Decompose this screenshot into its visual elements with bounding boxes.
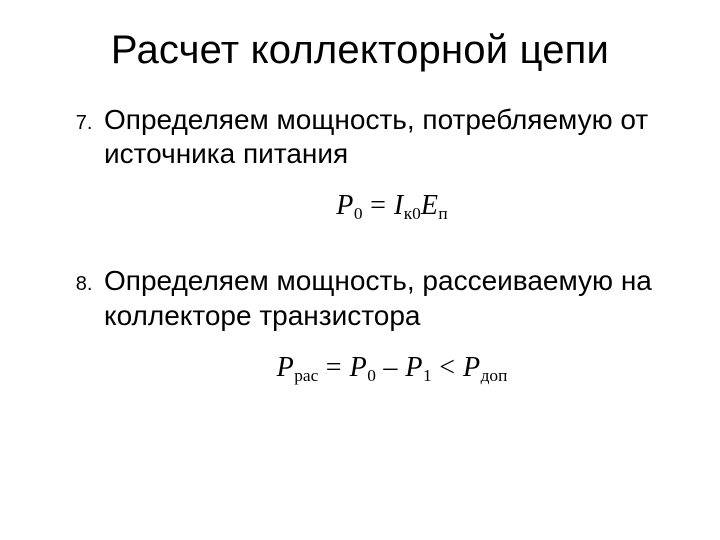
numbered-list: Определяем мощность, потребляемую от ист… — [40, 103, 680, 386]
sub-ras: рас — [294, 366, 318, 385]
sym-Pdop: P — [463, 352, 481, 383]
sym-E: E — [421, 190, 439, 221]
item-text: Определяем мощность, рассеиваемую на кол… — [104, 265, 652, 330]
item-text: Определяем мощность, потребляемую от ист… — [104, 104, 648, 169]
lt-sign: < — [432, 352, 463, 383]
sym-P0b: P — [350, 352, 368, 383]
sub-Ep: п — [438, 204, 447, 223]
sub-1: 1 — [423, 366, 432, 385]
formula: Pрас = P0 – P1 < Pдоп — [104, 351, 680, 386]
sym-P1: P — [405, 352, 423, 383]
sub-P0: 0 — [354, 204, 363, 223]
eq-sign: = — [363, 190, 394, 221]
formula: P0 = Iк0Eп — [104, 189, 680, 224]
list-item: Определяем мощность, потребляемую от ист… — [98, 103, 680, 224]
sym-P: P — [336, 190, 354, 221]
eq-sign: = — [318, 352, 349, 383]
minus-sign: – — [376, 352, 406, 383]
sub-0: 0 — [367, 366, 376, 385]
sub-dop: доп — [481, 366, 508, 385]
slide-title: Расчет коллекторной цепи — [40, 28, 680, 73]
sub-Ik0: к0 — [404, 204, 421, 223]
sym-Pras: P — [277, 352, 295, 383]
list-item: Определяем мощность, рассеиваемую на кол… — [98, 264, 680, 385]
slide: Расчет коллекторной цепи Определяем мощн… — [0, 0, 720, 540]
sym-I: I — [394, 190, 404, 221]
